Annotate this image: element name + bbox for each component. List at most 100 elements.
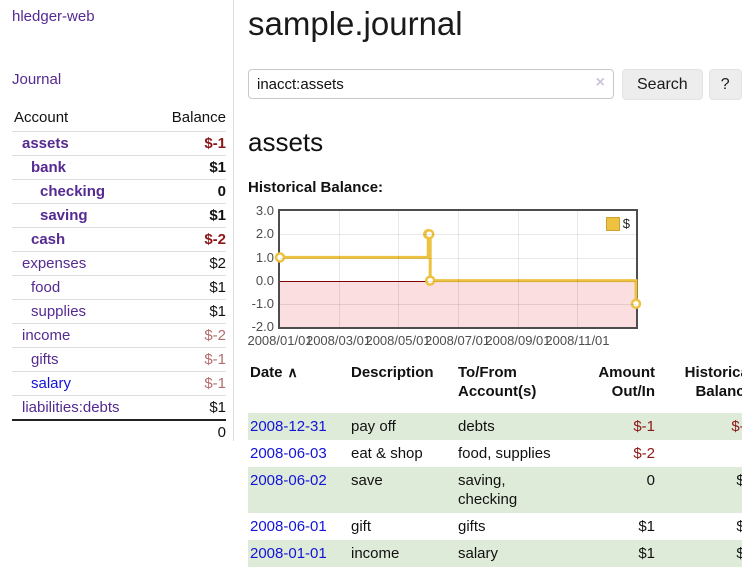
account-cell: checking <box>12 179 153 204</box>
register-row: 2008-01-01 income salary $1 $1 <box>248 540 742 568</box>
register-amount-cell: $-1 <box>633 418 655 436</box>
account-balance: $1 <box>152 299 226 324</box>
account-link-saving[interactable]: saving <box>40 207 88 224</box>
register-balance-cell: $1 <box>736 545 742 563</box>
transaction-date-link[interactable]: 2008-06-03 <box>250 445 327 463</box>
gridline-v <box>577 211 579 328</box>
account-link-supplies[interactable]: supplies <box>31 303 87 320</box>
accounts-total-value: 0 <box>152 419 226 444</box>
y-axis-tick-label: -1.0 <box>251 296 274 312</box>
register-header-label: Amount Out/In <box>598 364 655 401</box>
account-cell: liabilities:debts <box>12 395 153 420</box>
transaction-date-link[interactable]: 2008-06-01 <box>250 518 327 536</box>
account-link-cash[interactable]: cash <box>31 231 66 248</box>
accounts-header-balance: Balance <box>152 108 226 132</box>
account-row: supplies $1 <box>12 299 226 324</box>
chart-heading: Historical Balance: <box>248 179 384 197</box>
register-description-cell: income <box>351 545 400 563</box>
historical-balance-chart: $ 3.0 2.0 1.0 0.0 -1.0 -2.0 2008/01/01 2008/03/… <box>247 203 668 351</box>
account-link-liabilities-debts[interactable]: liabilities:debts <box>22 399 120 416</box>
legend-swatch-icon <box>605 216 620 231</box>
gridline-v <box>517 211 519 328</box>
account-link-expenses[interactable]: expenses <box>22 255 87 272</box>
register-date-cell: 2008-12-31 <box>248 413 349 440</box>
account-row: food $1 <box>12 275 226 300</box>
gridline-h <box>280 234 636 236</box>
transaction-date-link[interactable]: 2008-01-01 <box>250 545 327 563</box>
register-row: 2008-12-31 pay off debts $-1 $-1 <box>248 413 742 441</box>
register-table: Date ∧ Description To/From Account(s) Amount… <box>248 363 742 568</box>
x-axis-tick-label: 2008/11/01 <box>545 333 610 349</box>
app-title-link[interactable]: hledger-web <box>12 8 95 25</box>
account-row: gifts $-1 <box>12 347 226 372</box>
y-axis-tick-label: 3.0 <box>255 203 274 219</box>
register-header-label: Historical Balance <box>684 364 742 401</box>
chart-negative-region <box>280 280 636 328</box>
clear-search-icon[interactable]: × <box>595 74 605 92</box>
search-input[interactable] <box>248 69 614 100</box>
register-description-cell: pay off <box>351 418 396 436</box>
transaction-date-link[interactable]: 2008-06-02 <box>250 472 327 490</box>
x-axis-tick-label: 2008/01/01 <box>247 333 313 349</box>
x-axis-tick-label: 2008/09/01 <box>485 333 551 349</box>
chart-line-svg <box>274 229 642 310</box>
register-header-description: Description <box>349 363 456 413</box>
search-button[interactable]: Search <box>622 69 703 101</box>
sidebar-item-journal[interactable]: Journal <box>12 71 62 88</box>
transaction-date-link[interactable]: 2008-12-31 <box>250 418 327 436</box>
account-row: income $-2 <box>12 323 226 348</box>
gridline-h <box>280 257 636 259</box>
y-axis-tick-label: 1.0 <box>255 249 274 265</box>
data-point <box>630 298 642 310</box>
account-row: cash $-2 <box>12 227 226 252</box>
account-cell: expenses <box>12 251 153 276</box>
account-row: bank $1 <box>12 155 226 180</box>
account-row: liabilities:debts $1 <box>12 395 226 420</box>
sort-asc-icon: ∧ <box>287 364 298 381</box>
page-title: sample.journal <box>248 5 463 42</box>
account-balance: $-1 <box>204 135 226 152</box>
register-row: 2008-06-03 eat & shop food, supplies $-20 <box>248 440 742 467</box>
gridline-v <box>338 211 340 328</box>
account-cell: salary <box>12 371 153 396</box>
register-accounts-cell: debts <box>458 418 495 436</box>
register-header-amount-out-in: Amount Out/In <box>564 363 657 413</box>
account-balance: $-2 <box>152 323 226 348</box>
register-table-body: 2008-12-31 pay off debts $-1 $-1 2008-06-03 ea… <box>248 413 742 568</box>
data-point <box>423 229 435 240</box>
account-row: saving $1 <box>12 203 226 228</box>
register-date-cell: 2008-06-01 <box>248 513 349 540</box>
legend-label: $ <box>622 216 630 232</box>
account-link-assets[interactable]: assets <box>22 135 69 152</box>
register-amount-cell: $-2 <box>633 445 655 463</box>
gridline-h <box>280 280 636 282</box>
data-point <box>424 275 436 287</box>
register-header-date[interactable]: Date ∧ <box>248 363 349 413</box>
help-button[interactable]: ? <box>708 69 742 101</box>
register-row: 2008-06-01 gift gifts $1 $2 <box>248 513 742 540</box>
register-header-label: To/From Account(s) <box>458 364 537 401</box>
x-axis-tick-label: 2008/07/01 <box>424 333 491 349</box>
account-balance: $1 <box>152 395 226 420</box>
y-axis-tick-label: -2.0 <box>251 319 274 335</box>
search-form: × Search ? <box>248 69 742 101</box>
register-amount-cell: $1 <box>638 545 655 563</box>
account-cell: income <box>12 323 153 348</box>
account-balance: $1 <box>152 275 226 300</box>
x-axis-tick-label: 2008/05/01 <box>365 333 431 349</box>
account-link-bank[interactable]: bank <box>31 159 67 176</box>
account-link-income[interactable]: income <box>22 327 71 344</box>
account-link-gifts[interactable]: gifts <box>31 351 59 368</box>
account-link-food[interactable]: food <box>31 279 61 296</box>
y-axis-tick-label: 0.0 <box>255 272 274 288</box>
register-header-row: Date ∧ Description To/From Account(s) Amount… <box>248 363 742 413</box>
accounts-table-body: assets $-1 bank $1 checking 0 saving $1 cash $-2 e… <box>12 132 226 444</box>
account-link-checking[interactable]: checking <box>40 183 106 200</box>
register-accounts-cell: saving, checking <box>458 472 518 509</box>
account-balance: $1 <box>152 155 226 180</box>
account-link-salary[interactable]: salary <box>31 375 72 392</box>
account-balance: $2 <box>152 251 226 276</box>
register-header-label: Description <box>351 364 434 382</box>
chart-plot-area: $ <box>274 209 642 330</box>
account-row: checking 0 <box>12 179 226 204</box>
